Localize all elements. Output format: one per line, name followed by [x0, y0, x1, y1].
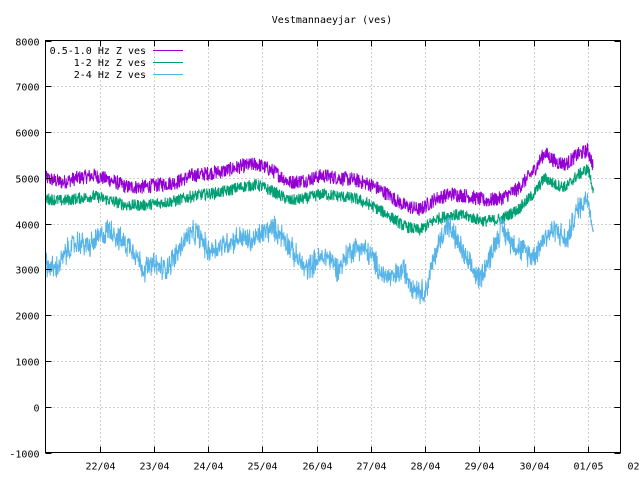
x-tick-label: 25/04 — [247, 462, 277, 473]
y-tick-label: 6000 — [15, 129, 39, 140]
plot-frame — [45, 40, 621, 453]
series-line-3 — [45, 191, 594, 305]
x-tick-label: 26/04 — [302, 462, 332, 473]
y-tick-label: 5000 — [15, 175, 39, 186]
x-tick-label: 23/04 — [139, 462, 169, 473]
x-tick-label: 01/05 — [573, 462, 603, 473]
series-line-1 — [45, 142, 594, 216]
x-tick-label: 28/04 — [410, 462, 440, 473]
y-tick-label: 3000 — [15, 266, 39, 277]
y-tick-label: 4000 — [15, 221, 39, 232]
x-tick-label: 24/04 — [193, 462, 223, 473]
y-tick-label: 0 — [33, 404, 39, 415]
chart-title: Vestmannaeyjar (ves) — [272, 15, 392, 26]
legend-label: 0.5-1.0 Hz Z ves — [50, 46, 146, 57]
series-line-2 — [45, 164, 594, 236]
legend-label: 1-2 Hz Z ves — [74, 58, 146, 69]
axes: -1000 0 1000 2000 3000 4000 5000 6000 7000 8000 22… — [9, 38, 640, 473]
y-tick-label: 1000 — [15, 358, 39, 369]
y-tick-label: 8000 — [15, 38, 39, 49]
x-tick-label: 02/05 — [627, 462, 640, 473]
x-tick-label: 22/04 — [85, 462, 115, 473]
grid-lines — [45, 40, 621, 453]
y-tick-label: 2000 — [15, 312, 39, 323]
y-tick-label: 7000 — [15, 83, 39, 94]
y-tick-label: -1000 — [9, 450, 39, 461]
x-tick-label: 30/04 — [519, 462, 549, 473]
x-tick-label: 27/04 — [356, 462, 386, 473]
series-layer — [45, 142, 594, 305]
legend-label: 2-4 Hz Z ves — [74, 70, 146, 81]
x-tick-label: 29/04 — [464, 462, 494, 473]
